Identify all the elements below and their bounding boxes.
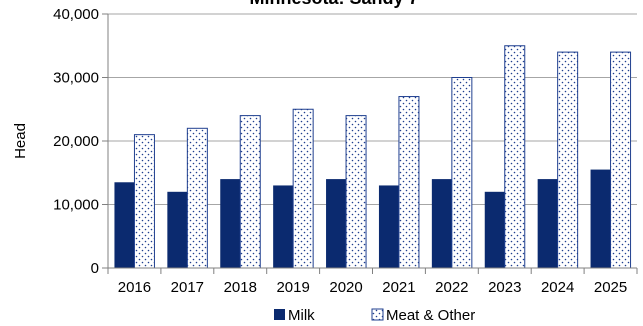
- bar-milk-2018: [220, 179, 241, 268]
- bar-meat-other-2023: [504, 45, 526, 269]
- legend-label: Milk: [288, 307, 315, 324]
- y-axis-ticks: 0 10,000 20,000 30,000 40,000: [53, 6, 108, 277]
- bar-milk-2025: [590, 169, 611, 268]
- x-tick-label: 2022: [435, 279, 468, 296]
- x-axis-ticks: 2016 2017 2018 2019 2020 2021 2022 2023 2024 2025: [107, 268, 638, 296]
- bar-milk-2024: [537, 179, 558, 268]
- bar-milk-2017: [167, 191, 188, 268]
- bar-meat-other-2025: [610, 51, 632, 269]
- bar-meat-other-2016: [133, 134, 155, 269]
- bar-meat-other-2019: [292, 108, 314, 269]
- bars: [114, 45, 632, 269]
- y-tick-label: 40,000: [53, 6, 99, 23]
- x-tick-label: 2016: [118, 279, 151, 296]
- x-tick-label: 2020: [329, 279, 362, 296]
- x-tick-label: 2019: [276, 279, 309, 296]
- y-tick-label: 10,000: [53, 197, 99, 214]
- bar-meat-other-2020: [345, 115, 367, 269]
- bar-meat-other-2024: [557, 51, 579, 269]
- y-tick-label: 0: [91, 260, 99, 277]
- bar-meat-other-2021: [398, 96, 420, 269]
- bar-milk-2019: [273, 185, 294, 268]
- bar-milk-2022: [431, 179, 452, 268]
- y-axis-title: Head: [12, 123, 29, 159]
- x-tick-label: 2023: [488, 279, 521, 296]
- legend: Milk Meat & Other: [274, 307, 475, 324]
- bar-meat-other-2018: [239, 115, 261, 269]
- bar-milk-2023: [484, 191, 505, 268]
- legend-label: Meat & Other: [386, 307, 475, 324]
- bar-milk-2016: [114, 182, 135, 268]
- chart-title: Minnesota: Sandy 7: [249, 0, 418, 8]
- bar-milk-2020: [326, 179, 347, 268]
- legend-swatch-meat-other: [371, 308, 384, 321]
- y-tick-label: 30,000: [53, 70, 99, 87]
- bar-milk-2021: [378, 185, 399, 268]
- bar-meat-other-2017: [186, 127, 208, 269]
- x-tick-label: 2025: [594, 279, 627, 296]
- legend-swatch-milk: [274, 309, 285, 320]
- x-tick-label: 2017: [171, 279, 204, 296]
- x-tick-label: 2018: [224, 279, 257, 296]
- x-tick-label: 2021: [382, 279, 415, 296]
- bar-meat-other-2022: [451, 77, 473, 269]
- x-tick-label: 2024: [541, 279, 574, 296]
- y-tick-label: 20,000: [53, 133, 99, 150]
